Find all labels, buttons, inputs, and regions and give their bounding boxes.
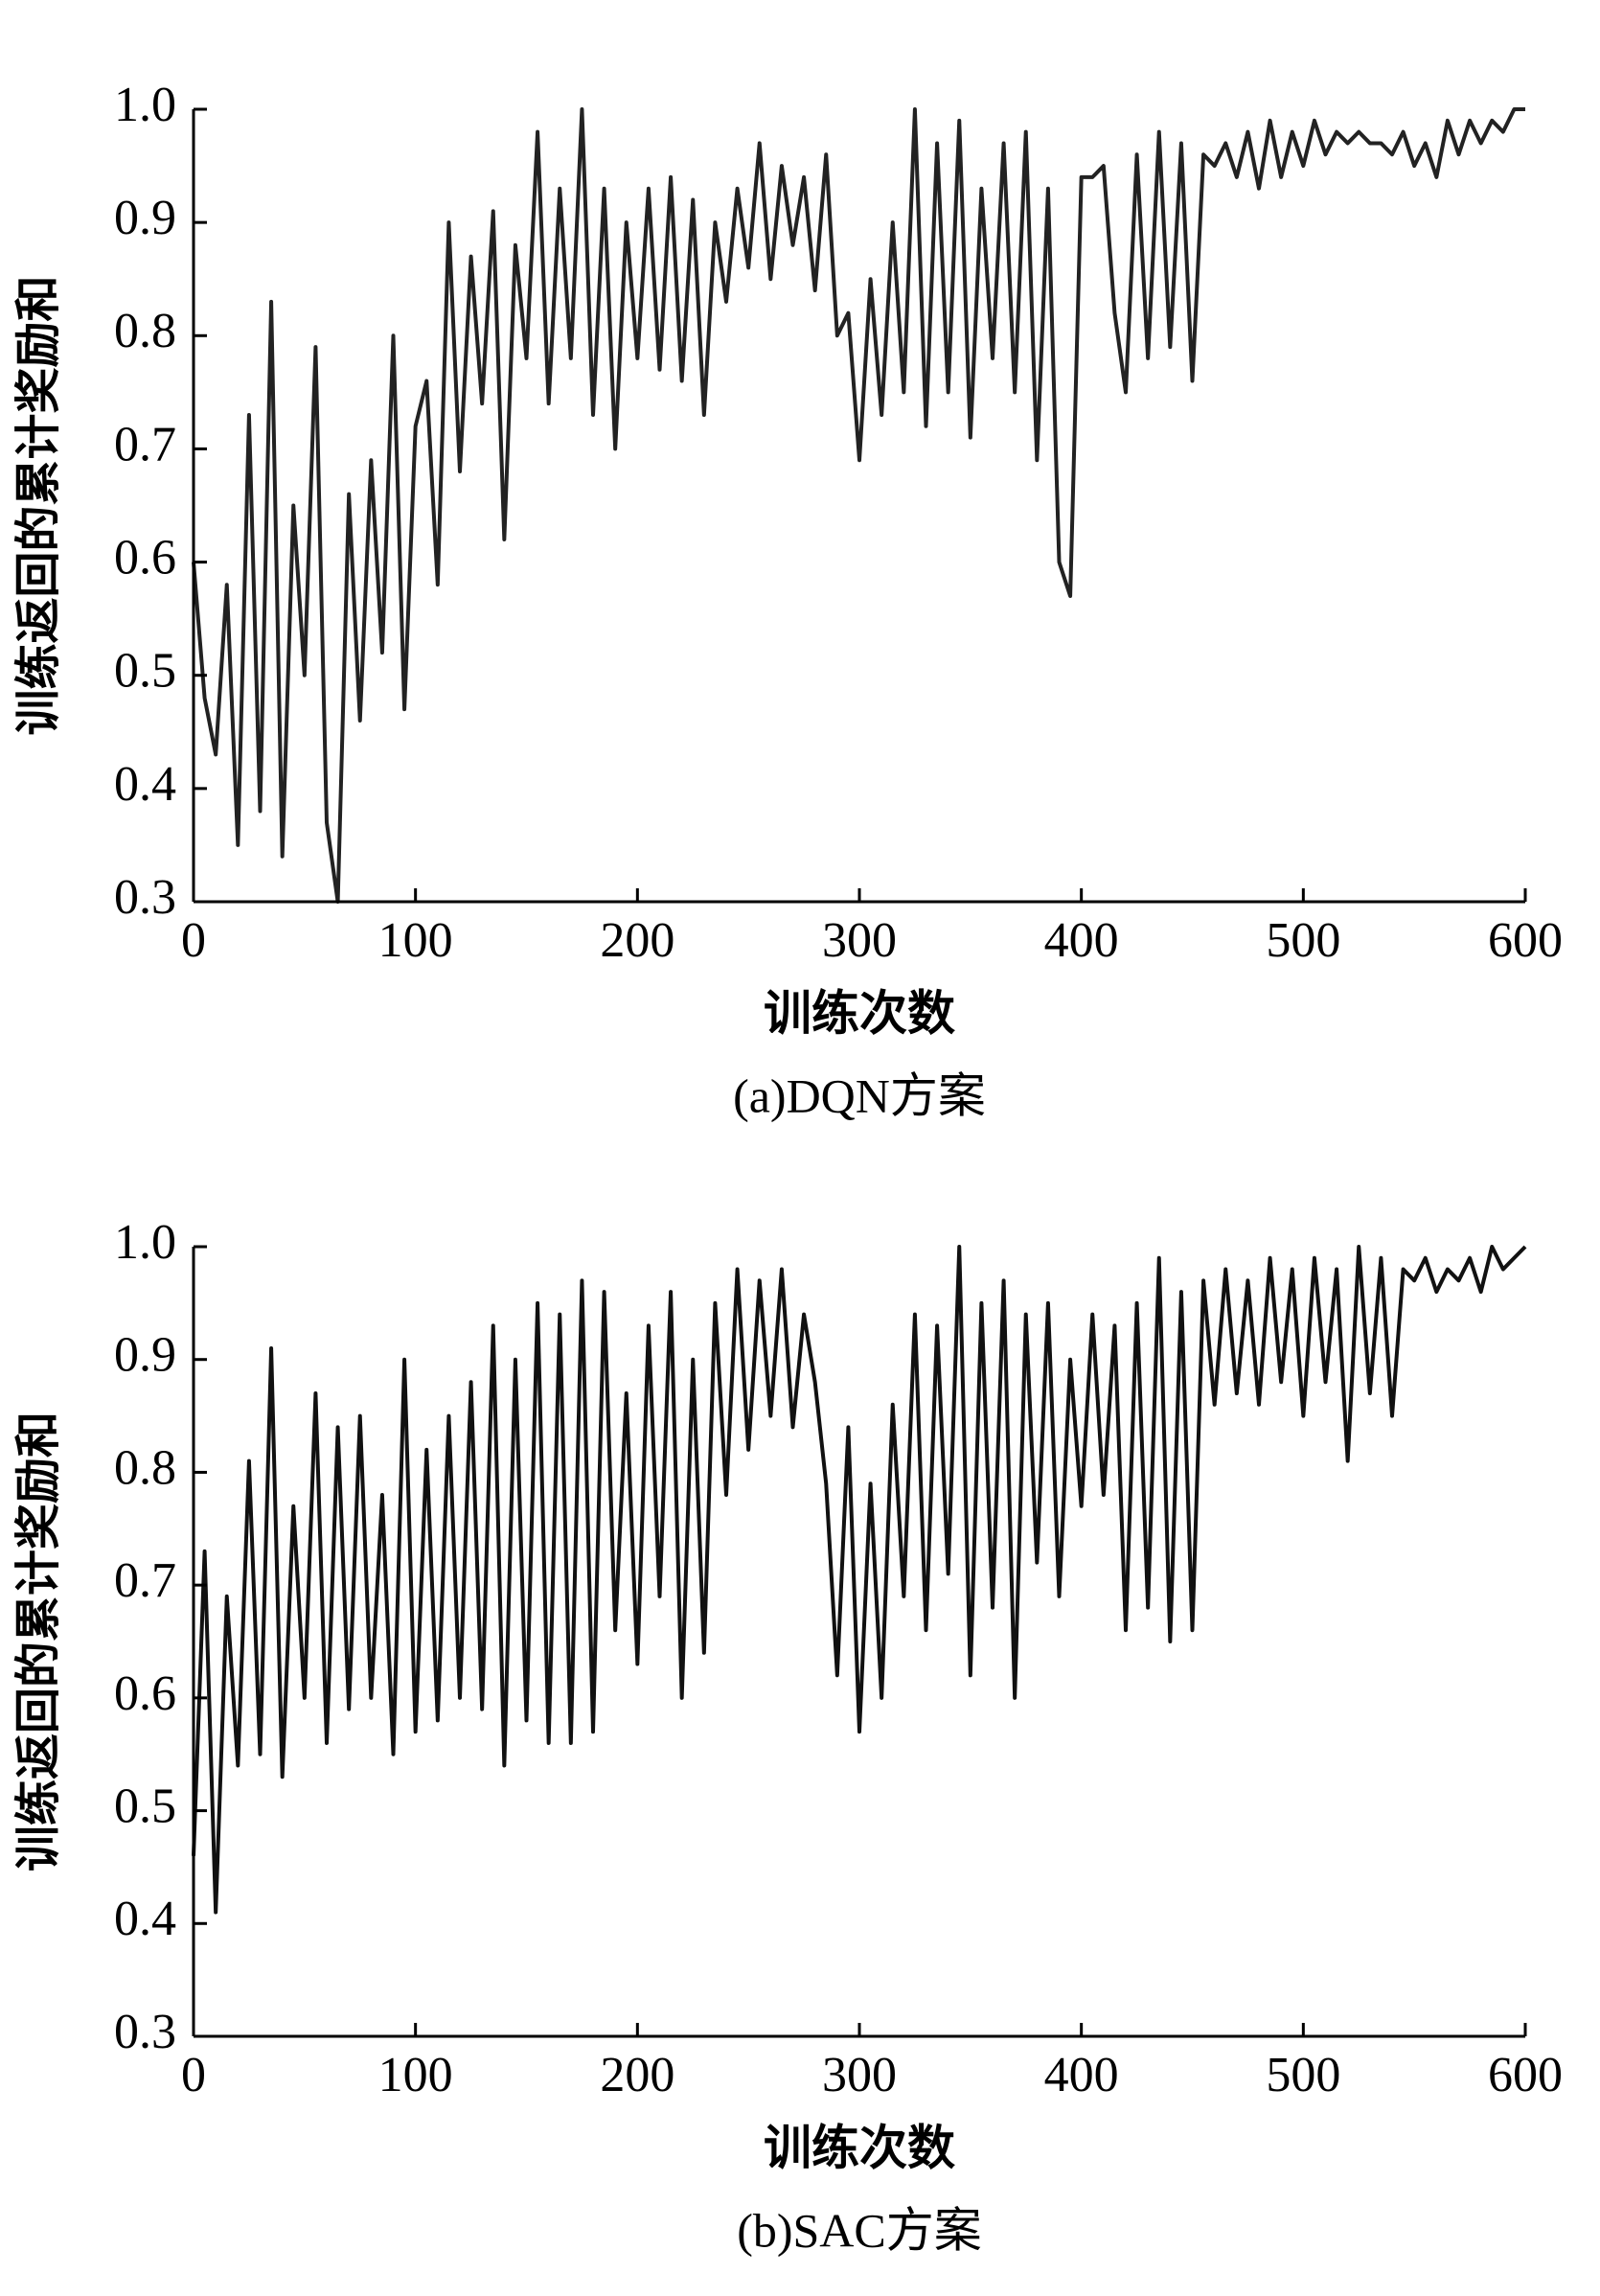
y-tick-label: 0.6 bbox=[114, 531, 176, 585]
data-line bbox=[192, 107, 1525, 904]
y-tick-label: 0.8 bbox=[114, 304, 176, 358]
x-tick-label: 300 bbox=[822, 2048, 897, 2102]
y-tick-label: 0.7 bbox=[114, 417, 176, 471]
y-tick-label: 0.4 bbox=[114, 757, 176, 812]
x-tick-label: 100 bbox=[378, 913, 453, 968]
y-tick-label: 0.9 bbox=[114, 1328, 176, 1383]
x-tick-label: 0 bbox=[181, 913, 206, 968]
data-line bbox=[192, 1245, 1527, 1915]
x-axis-title: 训练次数 bbox=[764, 986, 955, 1040]
x-tick-label: 600 bbox=[1488, 2048, 1563, 2102]
y-tick-label: 1.0 bbox=[114, 1215, 176, 1270]
y-tick-label: 0.3 bbox=[114, 2005, 176, 2059]
y-tick-label: 0.6 bbox=[114, 1666, 176, 1721]
x-tick-label: 300 bbox=[822, 913, 897, 968]
caption: (b)SAC方案 bbox=[737, 2203, 982, 2257]
x-tick-label: 500 bbox=[1266, 2048, 1340, 2102]
y-tick-label: 0.3 bbox=[114, 870, 176, 925]
y-tick-label: 0.5 bbox=[114, 1779, 176, 1834]
x-tick-label: 200 bbox=[600, 2048, 674, 2102]
x-tick-label: 100 bbox=[378, 2048, 453, 2102]
y-tick-label: 0.5 bbox=[114, 644, 176, 699]
y-tick-label: 1.0 bbox=[114, 78, 176, 132]
x-tick-label: 0 bbox=[181, 2048, 206, 2102]
x-tick-label: 500 bbox=[1266, 913, 1340, 968]
y-axis-title: 训练返回的累计奖励和 bbox=[13, 275, 64, 735]
x-tick-label: 400 bbox=[1044, 913, 1119, 968]
y-tick-label: 0.7 bbox=[114, 1553, 176, 1608]
x-tick-label: 400 bbox=[1044, 2048, 1119, 2102]
y-axis-title: 训练返回的累计奖励和 bbox=[13, 1412, 64, 1871]
caption: (a)DQN方案 bbox=[733, 1068, 986, 1122]
x-tick-label: 200 bbox=[600, 913, 674, 968]
x-axis-title: 训练次数 bbox=[764, 2121, 955, 2174]
y-tick-label: 0.9 bbox=[114, 191, 176, 245]
y-tick-label: 0.8 bbox=[114, 1440, 176, 1495]
x-tick-label: 600 bbox=[1488, 913, 1563, 968]
y-tick-label: 0.4 bbox=[114, 1892, 176, 1946]
